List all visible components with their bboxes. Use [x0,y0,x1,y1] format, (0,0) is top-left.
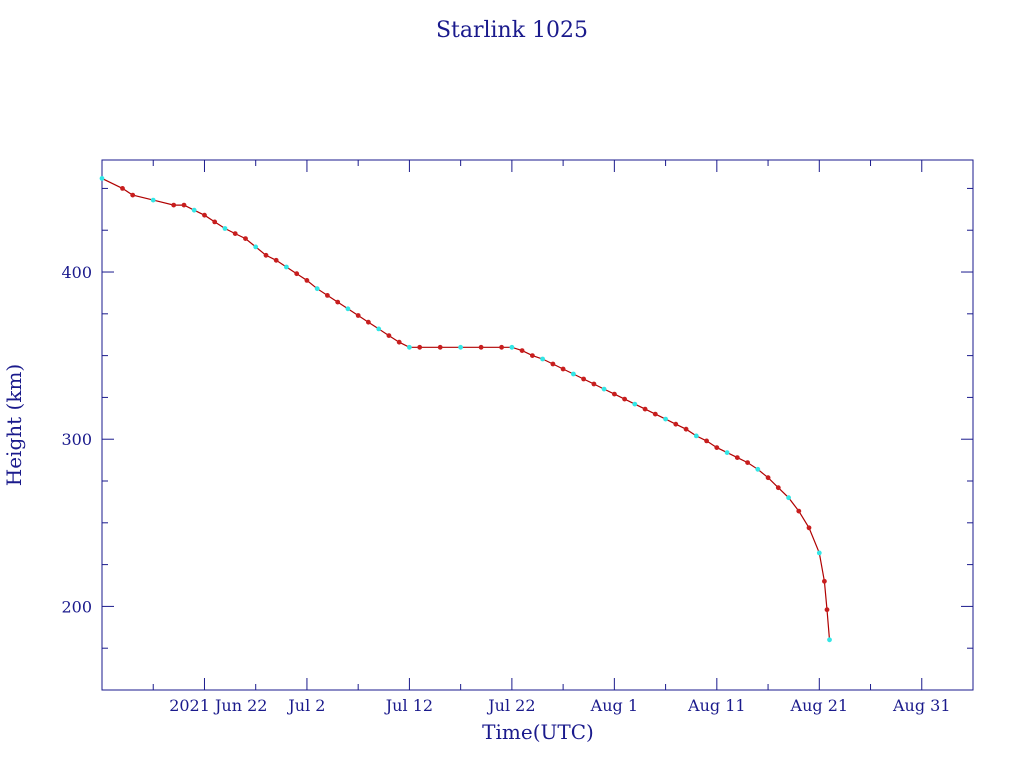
plot-frame [101,159,974,691]
data-point [704,438,709,444]
data-point [560,366,566,372]
data-point [822,578,827,584]
x-tick-label: Jul 2 [286,696,325,715]
data-point [714,445,720,450]
data-point [827,637,832,643]
data-point [355,313,361,318]
data-point [796,508,802,514]
data-point [734,455,740,460]
data-point [612,391,617,397]
data-point [745,460,750,465]
x-tick-labels: 2021 Jun 22 Jul 2 Jul 12 Jul 22 Aug 1 Aug 11 A… [169,696,950,715]
data-point [396,339,402,345]
data-point [673,421,679,427]
x-tick-label: Aug 1 [590,696,638,715]
data-point [325,293,330,298]
y-tick-label: 200 [61,597,92,616]
data-point [386,333,392,338]
data-point [294,271,300,277]
x-tick-label: Aug 21 [790,696,849,715]
data-point [314,286,320,292]
axis-ticks [102,160,974,691]
data-point [253,244,259,250]
data-point [693,433,699,439]
data-point [765,475,771,481]
chart-title: Starlink 1025 [436,18,588,43]
data-point [376,326,382,332]
x-tick-label: Jul 12 [384,696,433,715]
data-point [786,495,791,501]
data-point [171,202,177,208]
data-point [366,319,371,325]
x-tick-label: 2021 Jun 22 [169,696,267,715]
data-point [724,450,730,455]
data-point [519,348,525,353]
data-point [642,406,648,412]
y-axis-label: Height (km) [2,364,26,486]
data-point [499,344,504,350]
data-point [99,176,105,181]
data-point [652,411,658,417]
data-point [509,344,515,350]
data-point [232,231,238,237]
data-point [663,416,668,422]
y-tick-label: 300 [61,430,92,449]
x-tick-label: Aug 11 [687,696,746,715]
data-point [150,197,156,203]
series-line [101,177,831,640]
data-point [824,607,830,613]
y-tick-labels: 200 300 400 [61,263,92,616]
data-point [345,306,351,312]
x-axis-label: Time(UTC) [482,720,594,744]
data-point [222,226,228,231]
series-markers [99,176,832,643]
data-point [417,344,423,350]
data-point [591,381,597,387]
data-point [478,344,484,350]
x-tick-label: Jul 22 [486,696,535,715]
data-point [130,192,136,198]
data-point [622,396,627,402]
data-point [437,344,443,350]
data-point [550,361,556,367]
data-point [304,278,310,283]
data-point [601,386,607,392]
data-point [530,353,535,358]
data-point [273,257,279,263]
data-point [571,371,576,377]
data-point [458,344,463,350]
data-point [540,356,545,362]
data-point [284,264,289,270]
data-point [755,466,761,472]
data-point [775,485,781,491]
data-point [816,550,822,556]
data-point [806,525,812,531]
data-point [202,212,207,218]
x-tick-label: Aug 31 [892,696,951,715]
data-point [212,219,218,225]
data-point [335,299,341,305]
data-point [191,207,197,213]
data-point [120,186,125,191]
data-point [581,376,586,382]
data-point [683,426,689,432]
data-point [263,252,269,258]
y-tick-label: 400 [61,263,92,282]
data-point [632,401,638,407]
data-point [243,236,248,242]
data-point [407,344,412,350]
data-point [181,202,187,208]
